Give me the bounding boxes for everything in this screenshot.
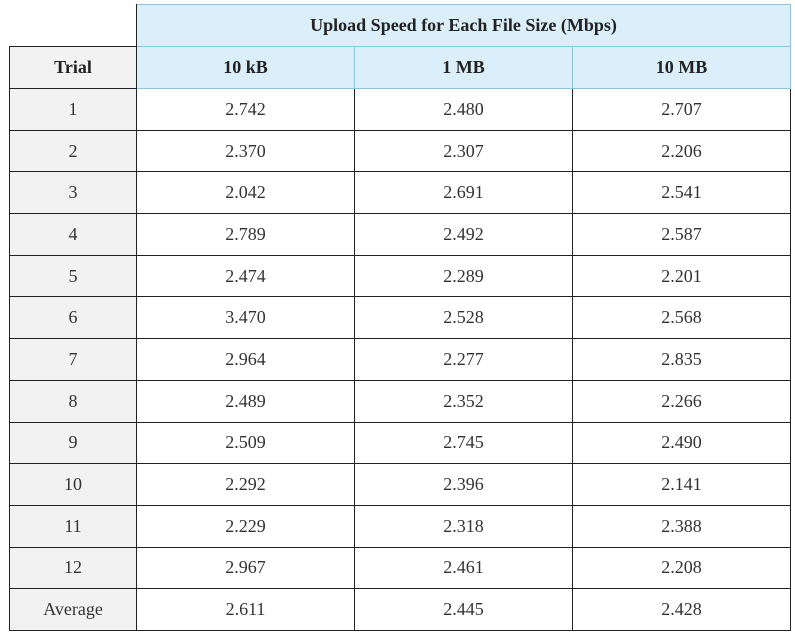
value-10mb-cell: 2.206 [572,129,791,173]
value-10mb-cell: 2.587 [572,213,791,256]
value-10mb-cell: 2.266 [572,379,791,423]
value-10mb-cell: 2.835 [572,338,791,381]
trial-cell: 6 [9,296,137,340]
upload-speed-table: Upload Speed for Each File Size (Mbps) T… [9,4,791,631]
value-10kb-cell: 2.789 [136,213,355,256]
value-10mb-cell: 2.428 [572,588,791,631]
value-10mb-cell: 2.490 [572,421,791,465]
value-10kb-cell: 2.229 [136,504,355,548]
value-1mb-cell: 2.461 [354,546,573,590]
value-10kb-cell: 2.370 [136,129,355,173]
trial-cell: 3 [9,171,137,215]
value-10mb-cell: 2.541 [572,171,791,215]
value-1mb-cell: 2.745 [354,421,573,465]
trial-cell: 1 [9,88,137,131]
value-10mb-cell: 2.707 [572,88,791,131]
value-10mb-cell: 2.388 [572,504,791,548]
column-header-10mb: 10 MB [572,46,791,89]
trial-cell: Average [9,588,137,631]
value-10kb-cell: 2.964 [136,338,355,381]
table-row: 12 2.967 2.461 2.208 [9,546,791,590]
value-10kb-cell: 2.611 [136,588,355,631]
table-row: 11 2.229 2.318 2.388 [9,504,791,548]
value-10mb-cell: 2.568 [572,296,791,340]
value-10kb-cell: 3.470 [136,296,355,340]
column-header-trial: Trial [9,46,137,89]
column-header-10kb: 10 kB [136,46,355,89]
value-10kb-cell: 2.967 [136,546,355,590]
value-1mb-cell: 2.277 [354,338,573,381]
table-row: Average 2.611 2.445 2.428 [9,588,791,631]
table-row: 9 2.509 2.745 2.490 [9,421,791,465]
table-row: 4 2.789 2.492 2.587 [9,213,791,256]
value-1mb-cell: 2.445 [354,588,573,631]
value-10mb-cell: 2.141 [572,463,791,506]
table-row: 10 2.292 2.396 2.141 [9,463,791,506]
trial-cell: 5 [9,254,137,298]
value-1mb-cell: 2.492 [354,213,573,256]
value-1mb-cell: 2.480 [354,88,573,131]
trial-cell: 4 [9,213,137,256]
value-10kb-cell: 2.742 [136,88,355,131]
table-row: 7 2.964 2.277 2.835 [9,338,791,381]
trial-cell: 8 [9,379,137,423]
group-header: Upload Speed for Each File Size (Mbps) [136,4,791,47]
trial-cell: 11 [9,504,137,548]
table-row: 5 2.474 2.289 2.201 [9,254,791,298]
value-1mb-cell: 2.691 [354,171,573,215]
table-row: 6 3.470 2.528 2.568 [9,296,791,340]
value-10kb-cell: 2.292 [136,463,355,506]
value-10mb-cell: 2.208 [572,546,791,590]
value-10mb-cell: 2.201 [572,254,791,298]
value-1mb-cell: 2.307 [354,129,573,173]
table-row: 2 2.370 2.307 2.206 [9,129,791,173]
value-1mb-cell: 2.289 [354,254,573,298]
trial-cell: 7 [9,338,137,381]
group-header-row: Upload Speed for Each File Size (Mbps) [9,4,791,47]
value-10kb-cell: 2.042 [136,171,355,215]
trial-cell: 10 [9,463,137,506]
table-row: 3 2.042 2.691 2.541 [9,171,791,215]
trial-cell: 2 [9,129,137,173]
table-body: 1 2.742 2.480 2.707 2 2.370 2.307 2.206 3 2.042 2.… [9,88,791,631]
column-header-row: Trial 10 kB 1 MB 10 MB [9,46,791,89]
trial-cell: 12 [9,546,137,590]
value-1mb-cell: 2.352 [354,379,573,423]
value-10kb-cell: 2.509 [136,421,355,465]
column-header-1mb: 1 MB [354,46,573,89]
table-row: 1 2.742 2.480 2.707 [9,88,791,131]
trial-cell: 9 [9,421,137,465]
value-1mb-cell: 2.318 [354,504,573,548]
value-10kb-cell: 2.489 [136,379,355,423]
value-1mb-cell: 2.396 [354,463,573,506]
value-10kb-cell: 2.474 [136,254,355,298]
corner-blank-cell [9,4,137,47]
table-row: 8 2.489 2.352 2.266 [9,379,791,423]
value-1mb-cell: 2.528 [354,296,573,340]
